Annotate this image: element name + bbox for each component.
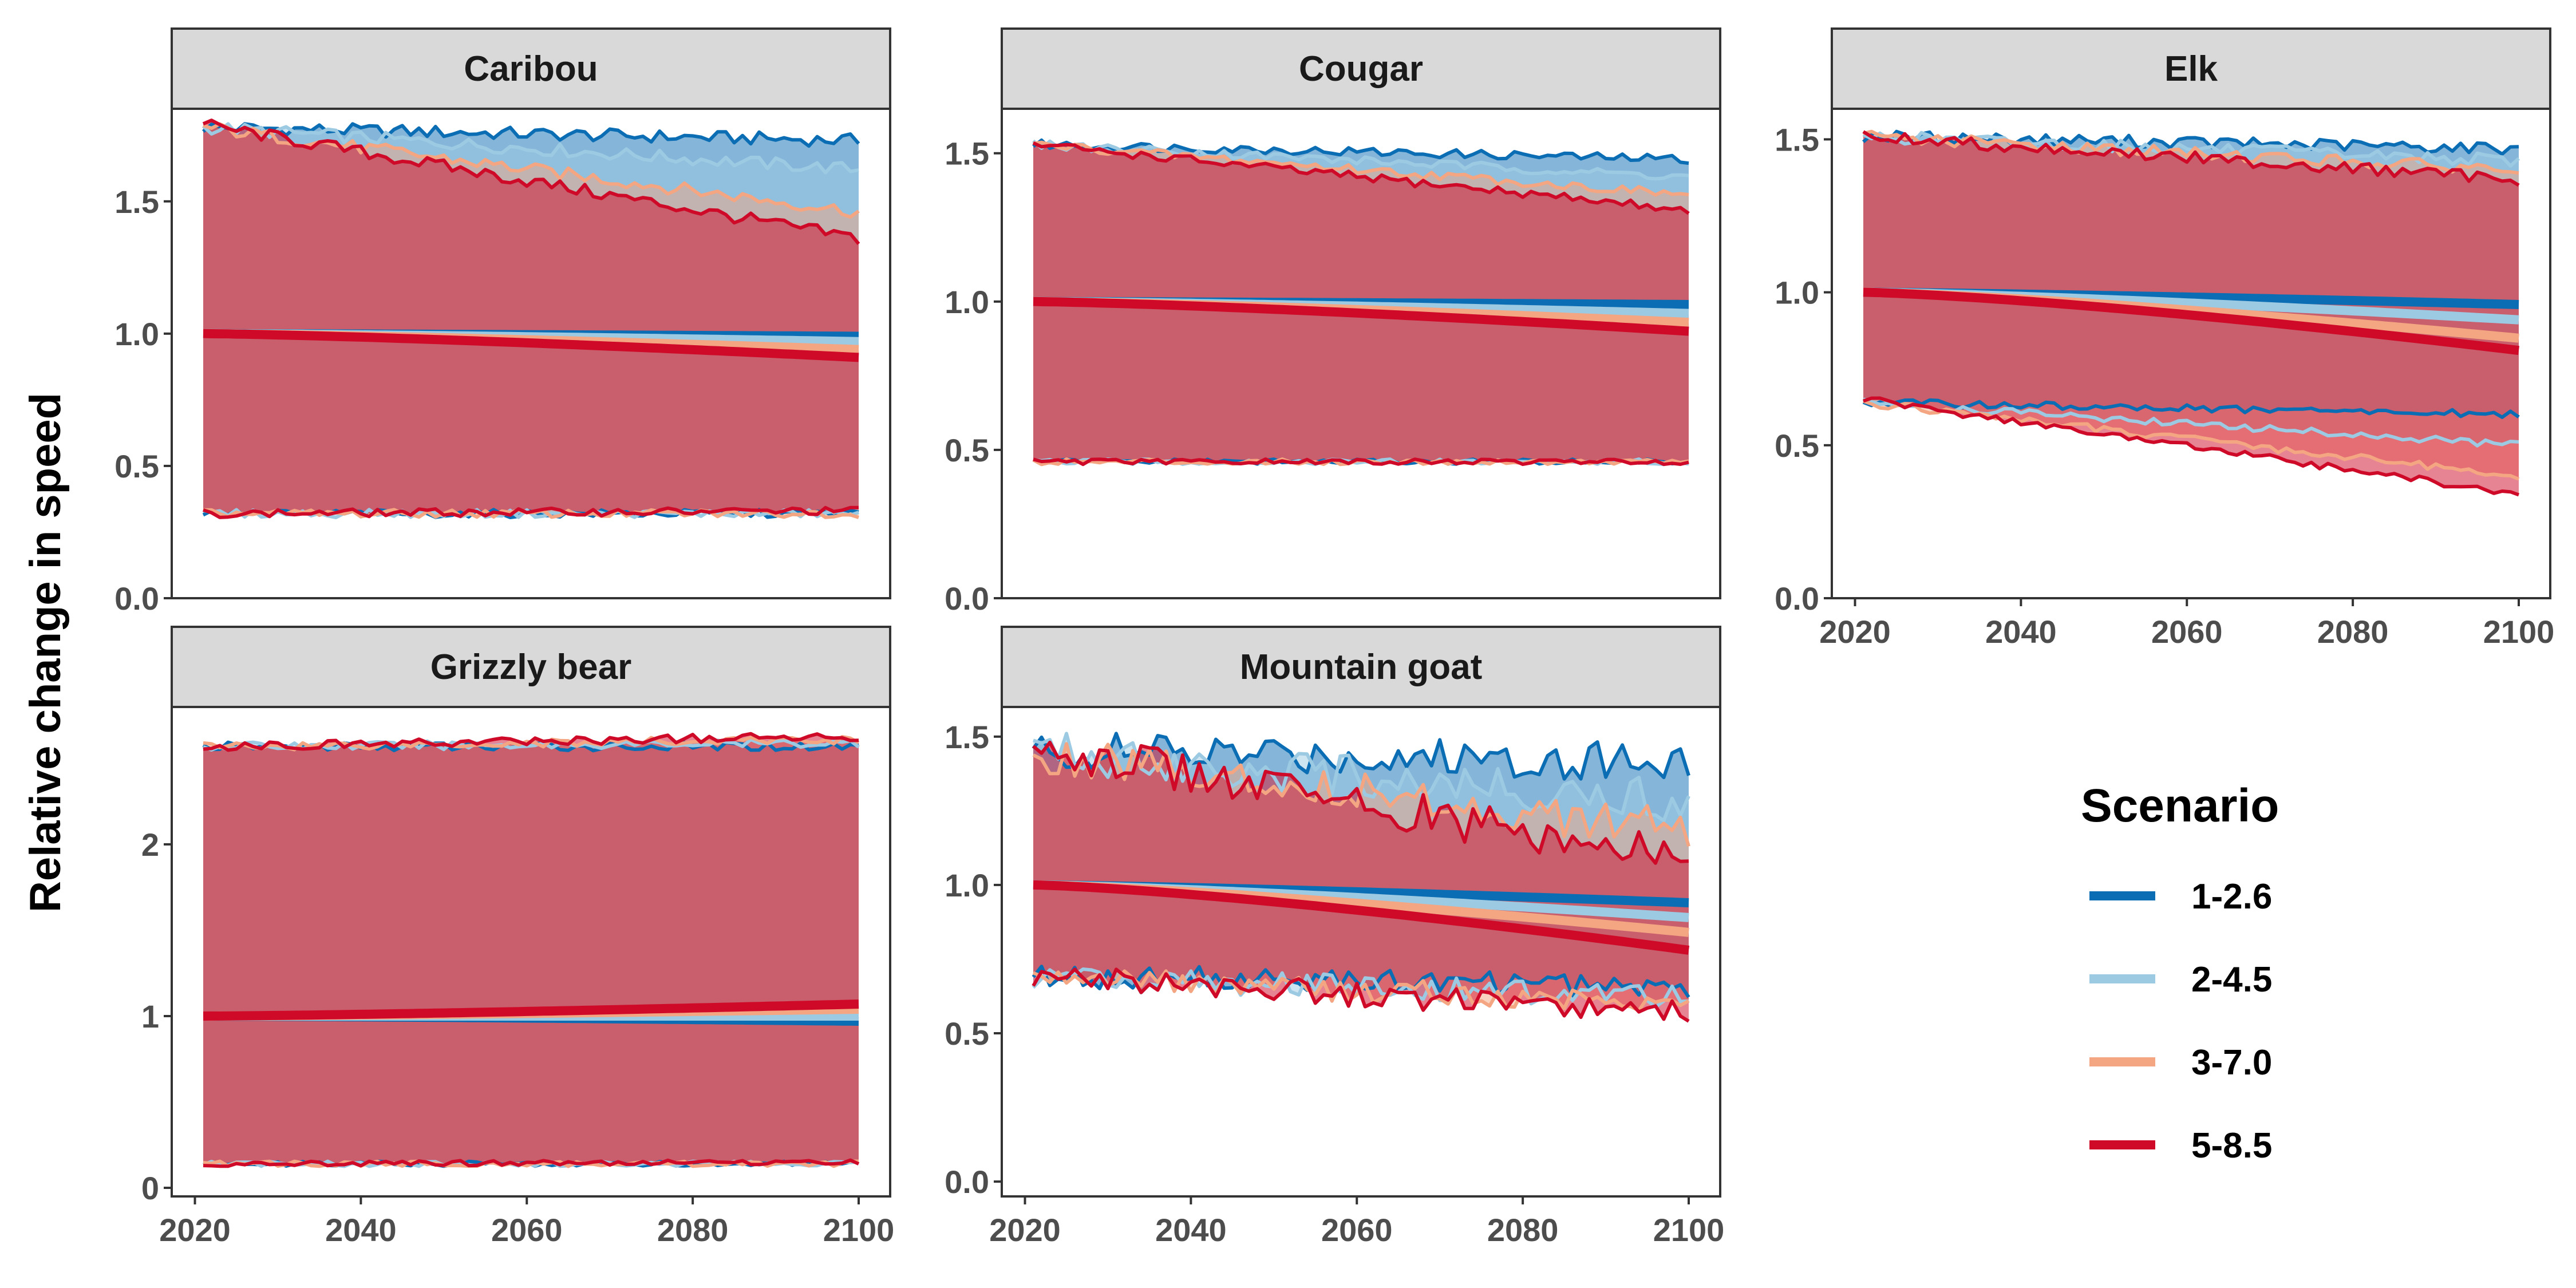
y-tick-label: 0.5	[945, 432, 989, 468]
mean-line-5-8.5	[1033, 880, 1690, 955]
y-tick-label: 1.0	[945, 284, 989, 320]
panel-mountain-goat: Mountain goat 0.0 0.5 1.0 1.5 2020 2040 2060 208…	[945, 626, 1725, 1248]
x-tick-label: 2080	[657, 1212, 729, 1248]
x-tick-label: 2100	[823, 1212, 895, 1248]
x-tick-label: 2080	[1487, 1212, 1559, 1248]
x-tick-label: 2060	[1321, 1212, 1393, 1248]
y-tick-label: 1.5	[945, 719, 989, 755]
mean-line-5-8.5	[1863, 287, 2519, 355]
x-tick-label: 2040	[1985, 614, 2057, 650]
upper-line-1-2.6	[1032, 732, 1690, 781]
facet-strip	[1001, 27, 1721, 110]
lower-line-2-4.5	[1863, 397, 2519, 448]
panel-border	[1001, 706, 1721, 1198]
facet-title: Mountain goat	[1240, 647, 1483, 687]
upper-line-3-7.0	[203, 122, 860, 219]
panels: Caribou0.00.51.01.5Cougar0.00.51.01.5Elk…	[114, 27, 2555, 1248]
legend-label: 3-7.0	[2191, 1043, 2272, 1082]
x-tick-label: 2020	[989, 1212, 1061, 1248]
upper-line-3-7.0	[1863, 129, 2519, 175]
upper-line-3-7.0	[1032, 742, 1690, 847]
y-tick-label: 0.0	[945, 580, 989, 617]
x-tick-label: 2100	[1653, 1212, 1725, 1248]
lower-line-1-2.6	[1862, 398, 2520, 419]
y-tick-label: 0	[141, 1170, 159, 1206]
panel-border	[171, 108, 891, 599]
x-tick-label: 2040	[325, 1212, 397, 1248]
panel-cougar: Cougar 0.0 0.5 1.0 1.5	[945, 27, 1721, 617]
legend-item-3-7.0: 3-7.0	[2089, 1043, 2272, 1082]
upper-line-5-8.5	[202, 118, 860, 245]
y-tick-label: 0.5	[114, 448, 159, 484]
x-tick-label: 2060	[491, 1212, 563, 1248]
x-tick-label: 2080	[2317, 614, 2389, 650]
x-tick-label: 2040	[1155, 1212, 1227, 1248]
panel-border	[171, 706, 891, 1198]
upper-line-1-2.6	[202, 122, 860, 148]
facet-title: Caribou	[464, 49, 598, 89]
legend-label: 2-4.5	[2191, 960, 2272, 999]
legend-label: 1-2.6	[2191, 877, 2272, 916]
panel-elk: Elk 0.0 0.5 1.0 1.5 2020 2040 2060 2080 2100	[1775, 27, 2555, 650]
y-tick-label: 0.5	[1775, 428, 1819, 464]
y-tick-label: 1.0	[945, 867, 989, 903]
facet-strip	[171, 27, 891, 110]
mean-line-5-8.5	[203, 329, 859, 362]
facet-strip	[1001, 626, 1721, 708]
x-tick-label: 2100	[2483, 614, 2555, 650]
upper-line-5-8.5	[1032, 740, 1689, 865]
facet-title: Cougar	[1299, 49, 1423, 89]
lower-line-5-8.5	[1863, 396, 2520, 497]
y-tick-label: 1.5	[945, 136, 989, 172]
y-tick-label: 0.0	[1775, 580, 1819, 617]
panel-border	[1831, 108, 2551, 599]
ribbon-5-8.5	[1033, 742, 1689, 1021]
y-tick-label: 1.5	[1775, 121, 1819, 157]
mean-line-5-8.5	[1033, 297, 1689, 336]
upper-line-5-8.5	[1032, 141, 1690, 215]
ribbon-5-8.5	[203, 120, 859, 517]
legend-title: Scenario	[2081, 780, 2279, 832]
upper-line-3-7.0	[1033, 140, 1689, 197]
y-tick-label: 1.0	[114, 316, 159, 352]
mean-line-5-8.5	[203, 999, 859, 1021]
panel-caribou: Caribou 0.0 0.5 1.0 1.5	[114, 27, 891, 617]
panel-border	[1001, 108, 1721, 599]
x-tick-label: 2060	[2151, 614, 2223, 650]
facet-title: Grizzly bear	[430, 647, 631, 687]
lower-line-3-7.0	[1032, 969, 1690, 1013]
y-tick-label: 0.0	[945, 1164, 989, 1200]
y-tick-label: 2	[141, 827, 159, 863]
legend-label: 5-8.5	[2191, 1126, 2272, 1165]
x-tick-label: 2020	[159, 1212, 231, 1248]
panel-grizzly-bear: Grizzly bear 0 1 2 2020 2040 2060 2080 2100	[141, 626, 895, 1248]
legend-item-2-4.5: 2-4.5	[2089, 960, 2272, 999]
x-tick-label: 2020	[1819, 614, 1891, 650]
facet-title: Elk	[2164, 49, 2218, 89]
y-tick-label: 1.0	[1775, 275, 1819, 311]
lower-line-5-8.5	[203, 505, 859, 519]
y-tick-label: 0.5	[945, 1016, 989, 1052]
lower-line-5-8.5	[203, 1158, 860, 1168]
legend-item-1-2.6: 1-2.6	[2089, 877, 2272, 916]
y-tick-label: 1.5	[114, 184, 159, 220]
legend-item-5-8.5: 5-8.5	[2089, 1126, 2272, 1165]
lower-line-5-8.5	[1033, 457, 1689, 467]
lower-line-5-8.5	[1032, 967, 1690, 1023]
y-axis-title: Relative change in speed	[21, 393, 70, 912]
y-tick-label: 1	[141, 998, 159, 1034]
ribbon-5-8.5	[203, 733, 859, 1167]
y-tick-label: 0.0	[114, 580, 159, 617]
upper-line-2-4.5	[202, 122, 859, 175]
upper-line-5-8.5	[203, 732, 859, 752]
facet-strip	[1831, 27, 2551, 110]
legend: Scenario 1-2.6 2-4.5 3-7.0 5-8.5	[2081, 780, 2279, 1165]
upper-line-1-2.6	[1032, 138, 1689, 165]
upper-line-5-8.5	[1862, 130, 2520, 187]
